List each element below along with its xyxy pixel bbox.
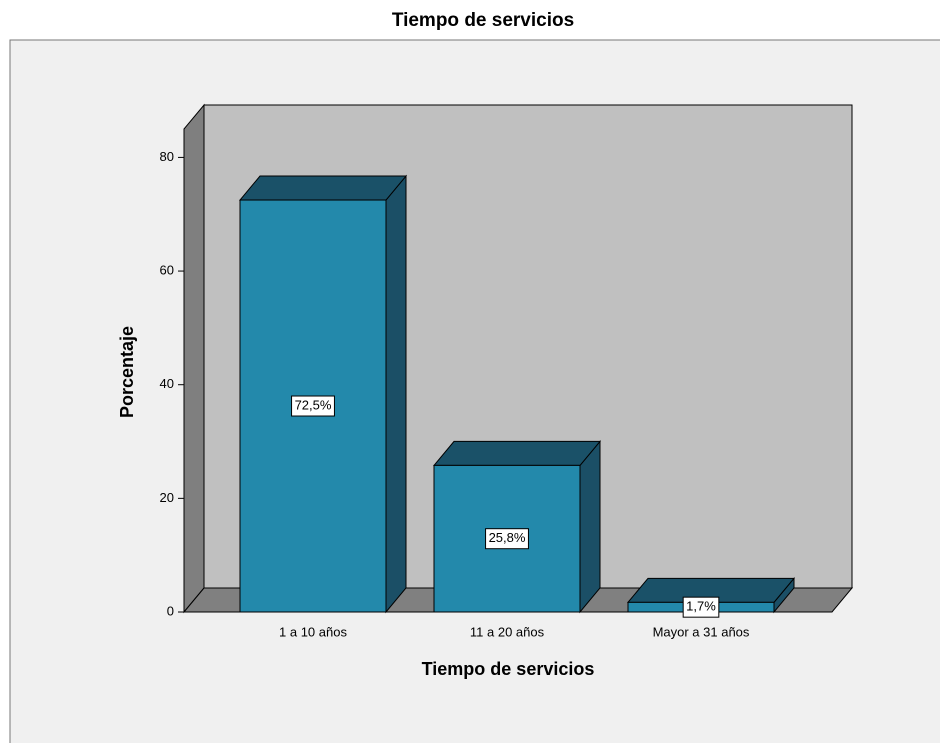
- value-label: 1,7%: [686, 599, 716, 614]
- value-label-box: [291, 395, 335, 417]
- value-label: 25,8%: [489, 530, 526, 545]
- y-tick-label: 40: [160, 376, 174, 391]
- x-tick-label: 1 a 10 años: [279, 624, 347, 639]
- x-axis-title: Tiempo de servicios: [422, 659, 595, 679]
- bar-top: [432, 440, 602, 466]
- side-wall: [183, 103, 205, 614]
- value-label: 72,5%: [295, 397, 332, 412]
- bar-top: [238, 175, 408, 201]
- x-tick-label: 11 a 20 años: [470, 624, 545, 639]
- value-label-box: [485, 528, 529, 550]
- chart-title: Tiempo de servicios: [392, 10, 574, 31]
- y-tick-label: 20: [160, 490, 174, 505]
- value-label-box: [682, 596, 720, 618]
- x-tick-label: Mayor a 31 años: [653, 624, 750, 639]
- y-axis-title: Porcentaje: [117, 326, 137, 418]
- y-tick-label: 80: [160, 149, 174, 164]
- y-tick-label: 0: [167, 603, 174, 618]
- bar-side: [579, 440, 601, 614]
- bar-side: [385, 174, 407, 614]
- y-tick-label: 60: [160, 262, 174, 277]
